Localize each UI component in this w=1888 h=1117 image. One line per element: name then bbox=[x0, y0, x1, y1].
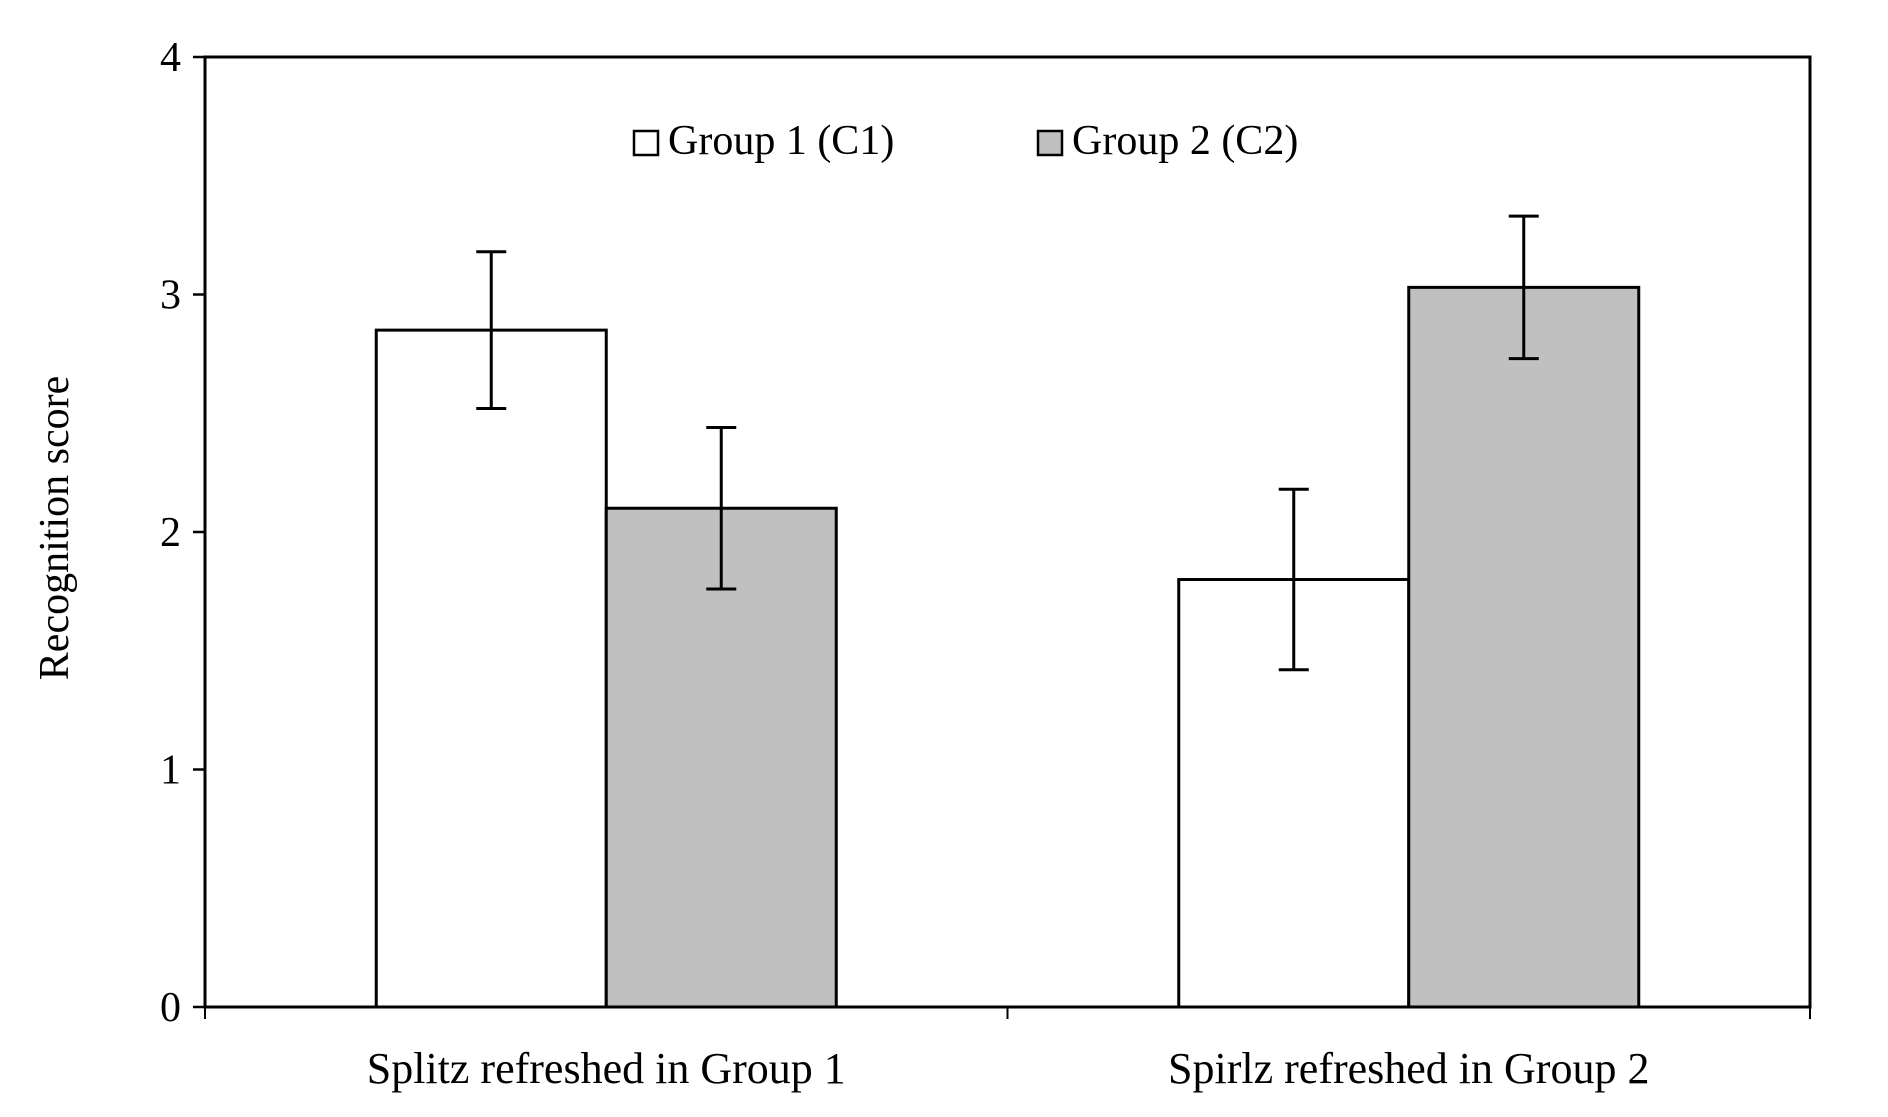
legend-swatch-group-1 bbox=[632, 129, 660, 157]
legend-label-group-2: Group 2 (C2) bbox=[1072, 118, 1298, 164]
bar-series-1-cat-1 bbox=[374, 328, 608, 1009]
x-tick-label-1: Splitz refreshed in Group 1 bbox=[367, 1044, 846, 1093]
y-tick-label-3: 3 bbox=[160, 273, 181, 319]
y-tick-label-0: 0 bbox=[160, 985, 181, 1031]
y-tick-label-2: 2 bbox=[160, 510, 181, 556]
bars bbox=[374, 285, 1641, 1009]
axes: Splitz refreshed in Group 1 Spirlz refres… bbox=[160, 35, 1811, 1093]
legend: Group 1 (C1) Group 2 (C2) bbox=[632, 118, 1298, 164]
legend-swatch-group-2 bbox=[1036, 129, 1064, 157]
legend-label-group-1: Group 1 (C1) bbox=[668, 118, 894, 164]
x-tick-label-2: Spirlz refreshed in Group 2 bbox=[1168, 1044, 1649, 1093]
error-bars bbox=[476, 214, 1539, 672]
y-tick-label-4: 4 bbox=[160, 35, 181, 81]
bar-series-2-cat-2 bbox=[1407, 285, 1641, 1009]
y-axis-label: Recognition score bbox=[32, 376, 78, 680]
y-tick-label-1: 1 bbox=[160, 748, 181, 794]
